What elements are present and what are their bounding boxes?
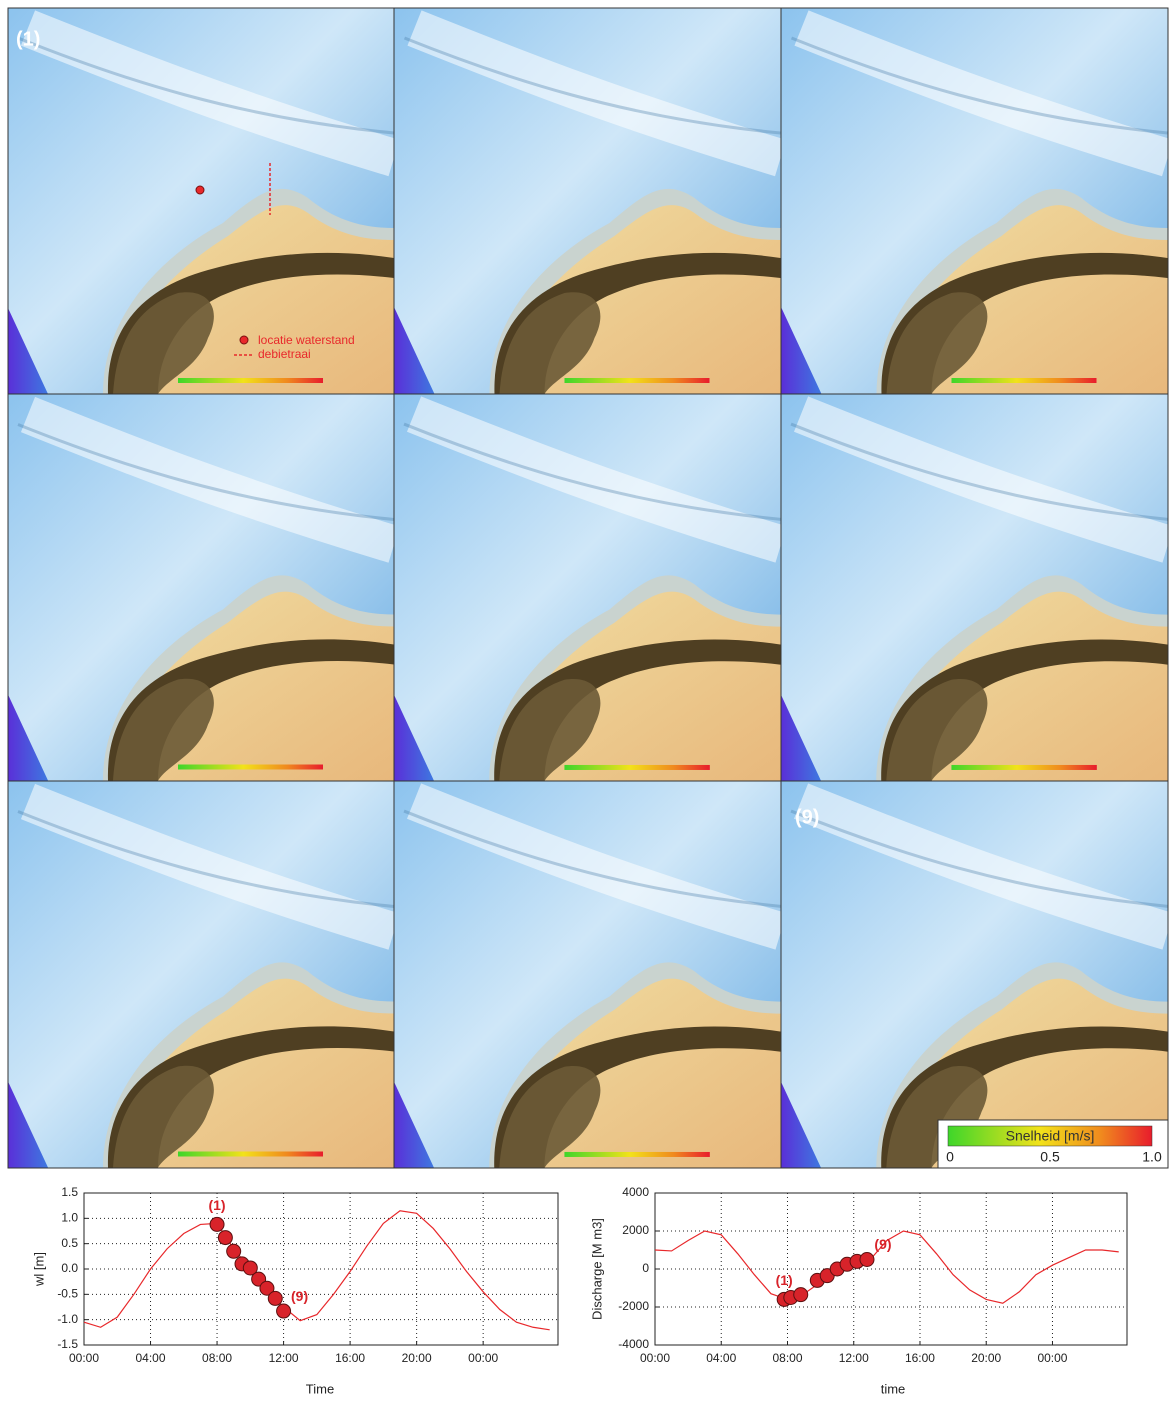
line-chart: -1.5 -1.0 -0.5 0.0 0.5 1.0 1.5 00:00 04:00 08:00 1… xyxy=(31,1185,558,1396)
marker xyxy=(218,1231,232,1245)
map-panel xyxy=(394,781,781,1168)
colorbar-tick: 0.5 xyxy=(1040,1149,1060,1165)
y-tick-label: -1.5 xyxy=(57,1337,78,1351)
x-tick-label: 04:00 xyxy=(706,1351,736,1365)
x-tick-label: 20:00 xyxy=(402,1351,432,1365)
x-tick-label: 08:00 xyxy=(202,1351,232,1365)
map-panel xyxy=(8,782,394,1168)
y-axis-label: Discharge [M m3] xyxy=(589,1218,604,1320)
x-tick-label: 12:00 xyxy=(269,1351,299,1365)
y-tick-label: -2000 xyxy=(618,1299,649,1313)
map-panel xyxy=(394,394,781,781)
x-tick-label: 00:00 xyxy=(1037,1351,1067,1365)
x-tick-label: 00:00 xyxy=(69,1351,99,1365)
y-tick-label: 0 xyxy=(642,1261,649,1275)
x-tick-label: 16:00 xyxy=(335,1351,365,1365)
marker xyxy=(210,1217,224,1231)
y-axis-label: wl [m] xyxy=(31,1252,46,1287)
annotation: (1) xyxy=(776,1272,793,1288)
x-tick-label: 04:00 xyxy=(136,1351,166,1365)
map-panel xyxy=(782,8,1168,394)
marker xyxy=(794,1288,808,1302)
x-axis-label: time xyxy=(881,1381,906,1396)
marker xyxy=(860,1253,874,1267)
charts: -1.5 -1.0 -0.5 0.0 0.5 1.0 1.5 00:00 04:00 08:00 1… xyxy=(31,1185,1127,1396)
marker xyxy=(277,1304,291,1318)
annotation: (9) xyxy=(291,1288,308,1304)
panel-label: (1) xyxy=(16,28,40,50)
map-grid: (1) (9) locatie waterstand debietraai Sn… xyxy=(8,8,1168,1168)
colorbar-tick: 1.0 xyxy=(1142,1149,1162,1165)
map-panel xyxy=(781,394,1168,781)
y-tick-label: 4000 xyxy=(622,1185,649,1199)
x-tick-label: 16:00 xyxy=(905,1351,935,1365)
map-panel xyxy=(8,395,394,781)
y-tick-label: 1.5 xyxy=(61,1185,78,1199)
annotation: (9) xyxy=(874,1236,891,1252)
y-tick-label: -0.5 xyxy=(57,1287,78,1301)
colorbar-title: Snelheid [m/s] xyxy=(1006,1128,1095,1144)
figure: (1) (9) locatie waterstand debietraai Sn… xyxy=(0,0,1176,1410)
y-tick-label: 0.0 xyxy=(61,1261,78,1275)
x-tick-label: 12:00 xyxy=(839,1351,869,1365)
y-tick-label: 1.0 xyxy=(61,1211,78,1225)
map-panel xyxy=(395,8,781,394)
x-tick-label: 20:00 xyxy=(971,1351,1001,1365)
legend-label: debietraai xyxy=(258,347,311,361)
y-tick-label: 2000 xyxy=(622,1223,649,1237)
x-tick-label: 08:00 xyxy=(772,1351,802,1365)
x-tick-label: 00:00 xyxy=(468,1351,498,1365)
x-axis-label: Time xyxy=(306,1381,334,1396)
marker xyxy=(227,1244,241,1258)
marker xyxy=(268,1291,282,1305)
y-tick-label: -4000 xyxy=(618,1337,649,1351)
legend-label: locatie waterstand xyxy=(258,333,355,347)
map-panel xyxy=(781,781,1168,1168)
y-tick-label: -1.0 xyxy=(57,1312,78,1326)
line-chart: -4000 -2000 0 2000 4000 00:00 04:00 08:00 12:00 1… xyxy=(589,1185,1127,1396)
x-tick-label: 00:00 xyxy=(640,1351,670,1365)
y-tick-label: 0.5 xyxy=(61,1236,78,1250)
panel-label: (9) xyxy=(795,806,819,828)
gauge-point xyxy=(196,186,204,194)
annotation: (1) xyxy=(208,1197,225,1213)
colorbar-tick: 0 xyxy=(946,1149,954,1165)
legend-point xyxy=(240,336,248,344)
colorbar: Snelheid [m/s] 0 0.5 1.0 xyxy=(938,1120,1168,1168)
